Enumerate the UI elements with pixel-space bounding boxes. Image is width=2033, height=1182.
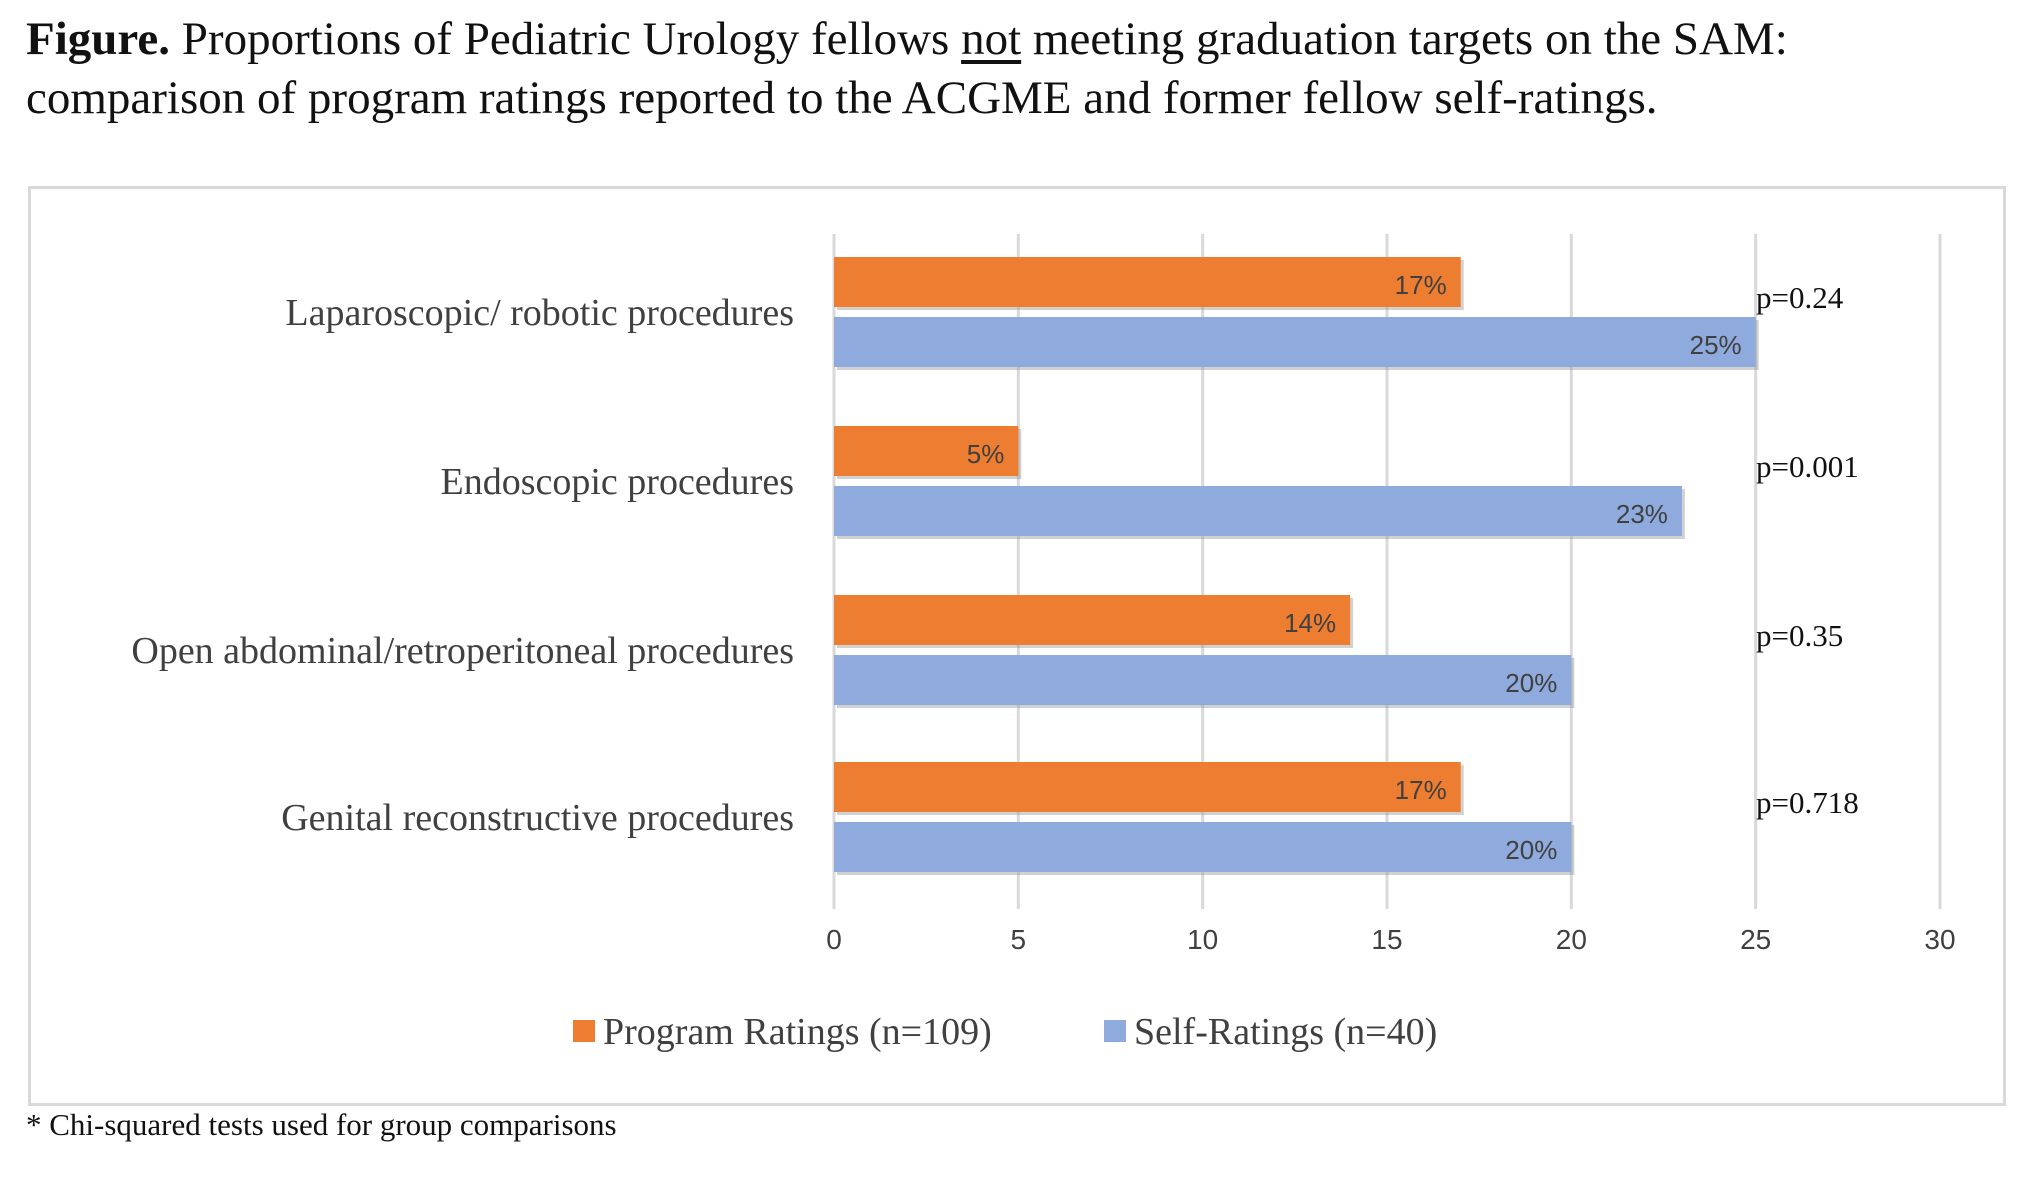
x-tick-label: 30 — [1924, 924, 1955, 955]
category-label: Open abdominal/retroperitoneal procedure… — [131, 630, 794, 672]
bar-program-ratings — [834, 762, 1461, 812]
legend-program-ratings-label: Program Ratings (n=109) — [603, 1011, 992, 1053]
category-label: Endoscopic procedures — [441, 461, 795, 503]
x-tick-label: 25 — [1740, 924, 1771, 955]
caption-text-before: Proportions of Pediatric Urology fellows — [181, 13, 950, 65]
bar-chart: 0 5 10 15 20 25 30 Laparoscopic/ robotic proced… — [131, 234, 1956, 1053]
legend-self-ratings-label: Self-Ratings (n=40) — [1134, 1011, 1437, 1053]
caption-underlined-word: not — [961, 13, 1022, 65]
data-label-program: 17% — [1395, 270, 1447, 300]
chart-frame: 0 5 10 15 20 25 30 Laparoscopic/ robotic proced… — [28, 186, 2006, 1106]
data-label-self: 25% — [1690, 330, 1742, 360]
p-value-label: p=0.001 — [1756, 449, 1859, 484]
p-value-label: p=0.24 — [1756, 280, 1844, 315]
caption-label: Figure. — [26, 13, 171, 65]
footnote: * Chi-squared tests used for group compa… — [26, 1107, 617, 1142]
legend-self-ratings-swatch — [1104, 1020, 1126, 1042]
x-tick-label: 5 — [1011, 924, 1027, 955]
data-label-self: 23% — [1616, 499, 1668, 529]
bar-self-ratings — [834, 486, 1682, 536]
bar-self-ratings — [834, 655, 1572, 705]
data-label-program: 17% — [1395, 775, 1447, 805]
p-value-label: p=0.718 — [1756, 785, 1859, 820]
x-tick-label: 20 — [1556, 924, 1587, 955]
caption-text-after: meeting graduation targets on the SAM: c… — [26, 13, 1788, 124]
bar-program-ratings — [834, 426, 1019, 476]
figure-caption: Figure. Proportions of Pediatric Urology… — [26, 10, 2006, 128]
data-label-self: 20% — [1505, 668, 1557, 698]
data-label-program: 5% — [967, 439, 1005, 469]
x-tick-label: 15 — [1371, 924, 1402, 955]
bar-program-ratings — [834, 595, 1351, 645]
p-value-label: p=0.35 — [1756, 618, 1843, 653]
category-label: Genital reconstructive procedures — [281, 797, 794, 839]
data-label-program: 14% — [1284, 608, 1336, 638]
data-label-self: 20% — [1505, 835, 1557, 865]
x-tick-label: 0 — [826, 924, 842, 955]
bar-program-ratings — [834, 257, 1461, 307]
category-label: Laparoscopic/ robotic procedures — [285, 292, 794, 334]
legend-program-ratings-swatch — [573, 1020, 595, 1042]
bar-self-ratings — [834, 822, 1572, 872]
x-tick-label: 10 — [1187, 924, 1218, 955]
bar-self-ratings — [834, 317, 1756, 367]
